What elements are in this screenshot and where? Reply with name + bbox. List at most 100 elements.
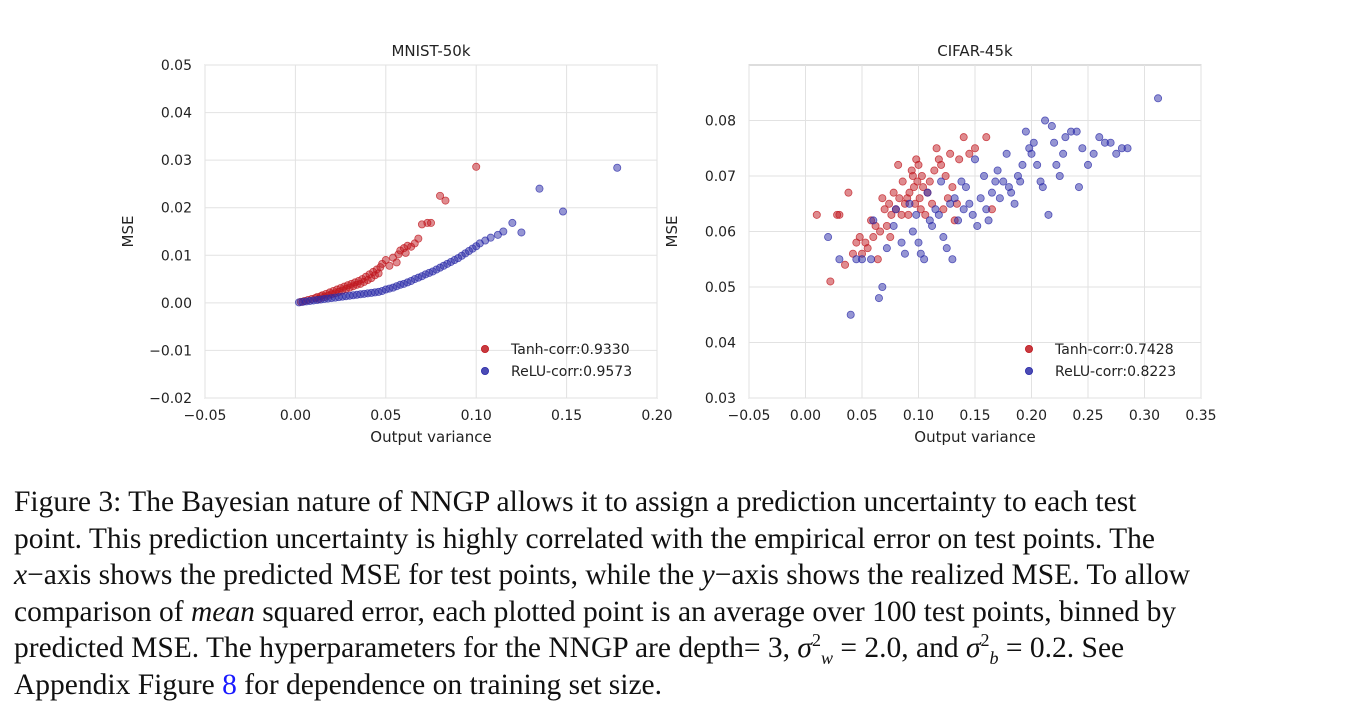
- caption-text: = 2.0, and: [832, 632, 966, 664]
- data-point: [517, 228, 526, 237]
- chart-title: CIFAR-45k: [937, 42, 1013, 60]
- data-point: [882, 221, 891, 230]
- data-point: [965, 199, 974, 208]
- data-point: [982, 205, 991, 214]
- data-point: [886, 233, 895, 242]
- y-tick-label: 0.06: [705, 225, 736, 241]
- data-point: [1016, 177, 1025, 186]
- data-point: [999, 177, 1008, 186]
- data-point: [898, 177, 907, 186]
- y-tick-label: 0.02: [161, 201, 192, 217]
- data-point: [912, 210, 921, 219]
- data-point: [914, 160, 923, 169]
- x-tick-label: −0.05: [184, 408, 227, 424]
- data-point: [878, 194, 887, 203]
- caption-text: for dependence on training set size.: [236, 668, 663, 701]
- y-tick-label: 0.03: [161, 153, 192, 169]
- data-point: [993, 166, 1002, 175]
- y-tick-label: 0.05: [705, 280, 736, 296]
- caption-sigma: σ: [965, 632, 981, 664]
- data-point: [930, 166, 939, 175]
- data-point: [980, 171, 989, 180]
- data-point: [991, 177, 1000, 186]
- legend: Tanh-corr:0.7428 ReLU-corr:0.8223: [1025, 342, 1176, 380]
- data-point: [1106, 138, 1115, 147]
- data-point: [921, 210, 930, 219]
- data-point: [1052, 160, 1061, 169]
- data-point: [1072, 127, 1081, 136]
- caption-superscript: 2: [811, 630, 821, 651]
- data-point: [965, 149, 974, 158]
- data-point: [971, 144, 980, 153]
- data-point: [904, 210, 913, 219]
- series-relu: [824, 94, 1163, 319]
- data-point: [876, 227, 885, 236]
- y-tick-label: 0.03: [705, 391, 736, 407]
- x-tick-label: −0.05: [728, 408, 771, 424]
- data-point: [920, 255, 929, 264]
- data-point: [885, 199, 894, 208]
- data-point: [1059, 149, 1068, 158]
- legend-label: Tanh-corr:0.7428: [1054, 342, 1174, 358]
- data-point: [905, 199, 914, 208]
- data-point: [441, 196, 450, 205]
- data-point: [1027, 149, 1036, 158]
- data-point: [867, 255, 876, 264]
- data-point: [937, 177, 946, 186]
- x-tick-label: 0.30: [1129, 408, 1160, 424]
- legend: Tanh-corr:0.9330 ReLU-corr:0.9573: [480, 342, 632, 380]
- data-point: [1029, 138, 1038, 147]
- data-point: [499, 227, 508, 236]
- data-point: [1038, 183, 1047, 192]
- series-tanh: [812, 133, 996, 286]
- data-point: [957, 177, 966, 186]
- caption-text: predicted MSE. The hyperparameters for t…: [14, 632, 798, 664]
- x-tick-label: 0.25: [1072, 408, 1103, 424]
- data-point: [1123, 144, 1132, 153]
- data-point: [915, 194, 924, 203]
- data-point: [835, 210, 844, 219]
- data-point: [939, 233, 948, 242]
- figure-reference-link[interactable]: 8: [222, 668, 237, 701]
- data-point: [908, 227, 917, 236]
- data-point: [1047, 122, 1056, 131]
- data-point: [941, 171, 950, 180]
- data-point: [535, 184, 544, 193]
- data-point: [948, 255, 957, 264]
- data-point: [1078, 144, 1087, 153]
- caption-text: comparison of: [14, 595, 191, 628]
- figure-caption: Figure 3: The Bayesian nature of NNGP al…: [14, 484, 1330, 703]
- data-point: [858, 255, 867, 264]
- data-point: [426, 218, 435, 227]
- data-point: [1074, 183, 1083, 192]
- data-point: [1154, 94, 1163, 103]
- data-point: [913, 177, 922, 186]
- data-point: [976, 194, 985, 203]
- y-axis-label: MSE: [663, 216, 681, 248]
- data-point: [844, 188, 853, 197]
- data-point: [613, 163, 622, 172]
- data-point: [937, 160, 946, 169]
- caption-text: −axis shows the realized MSE. To allow: [714, 559, 1191, 591]
- caption-text: = 0.2. See: [998, 632, 1125, 664]
- data-point: [946, 149, 955, 158]
- data-point: [928, 221, 937, 230]
- caption-text: Appendix Figure: [14, 668, 223, 701]
- data-point: [1018, 160, 1027, 169]
- data-point: [961, 183, 970, 192]
- x-tick-label: 0.35: [1185, 408, 1216, 424]
- data-point: [1021, 127, 1030, 136]
- caption-line: Figure 3: The Bayesian nature of NNGP al…: [14, 486, 1137, 518]
- data-point: [878, 282, 887, 291]
- data-point: [959, 205, 968, 214]
- chart-panel-1: −0.05 0.00 0.05 0.10 0.15 0.20 −0.02 −0.01 0.00 0…: [119, 42, 673, 446]
- y-tick-label: 0.04: [161, 106, 192, 122]
- data-point: [381, 256, 390, 265]
- data-point: [401, 248, 410, 257]
- y-tick-label: 0.07: [705, 169, 736, 185]
- data-point: [916, 205, 925, 214]
- data-point: [558, 207, 567, 216]
- data-point: [863, 244, 872, 253]
- caption-sigma: σ: [797, 632, 812, 664]
- data-point: [1002, 149, 1011, 158]
